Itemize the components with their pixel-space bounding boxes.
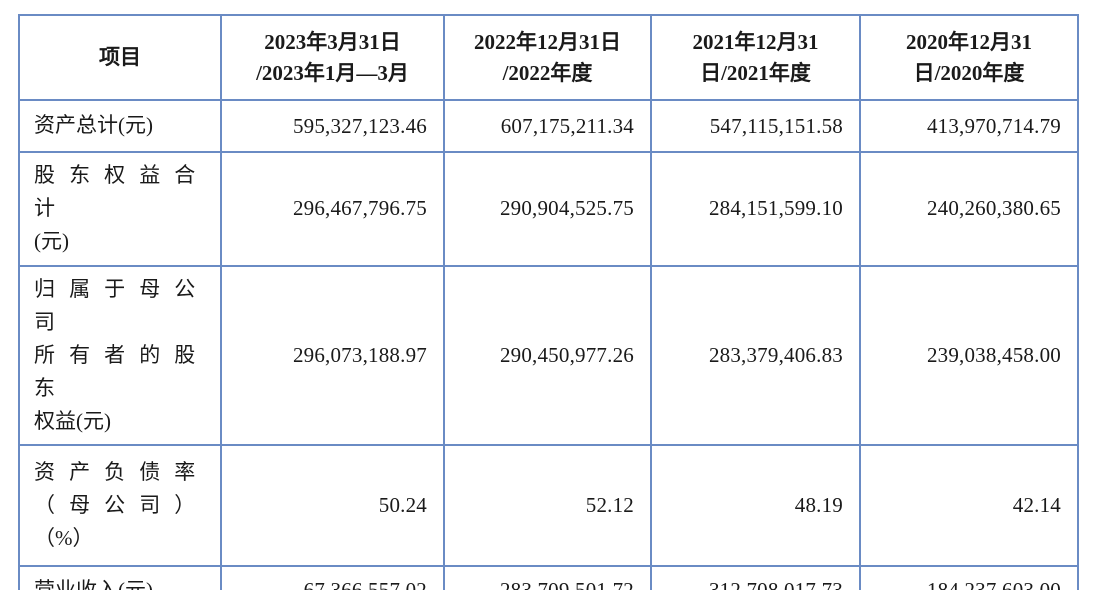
cell-value: 240,260,380.65 <box>859 151 1079 267</box>
cell-value: 50.24 <box>220 444 445 568</box>
table-row-total-equity: 股 东 权 益 合 计 (元) 296,467,796.75 290,904,5… <box>18 151 1079 267</box>
table-row-total-assets: 资产总计(元) 595,327,123.46 607,175,211.34 54… <box>18 99 1079 153</box>
cell-value: 67,366,557.02 <box>220 565 445 590</box>
header-period-2020: 2020年12月31 日/2020年度 <box>859 14 1079 101</box>
row-label-total-equity: 股 东 权 益 合 计 (元) <box>18 151 222 267</box>
cell-value: 239,038,458.00 <box>859 264 1079 447</box>
cell-value: 52.12 <box>443 444 652 568</box>
header-period-2022: 2022年12月31日 /2022年度 <box>443 14 652 101</box>
cell-value: 283,709,501.72 <box>443 565 652 590</box>
cell-value: 42.14 <box>859 444 1079 568</box>
cell-value: 595,327,123.46 <box>220 99 445 153</box>
header-period-2021: 2021年12月31 日/2021年度 <box>650 14 861 101</box>
financial-summary-table: 项目 2023年3月31日 /2023年1月—3月 2022年12月31日 /2… <box>18 14 1079 590</box>
row-label-parent-equity: 归 属 于 母 公 司 所 有 者 的 股 东 权益(元) <box>18 264 222 447</box>
cell-value: 413,970,714.79 <box>859 99 1079 153</box>
cell-value: 296,467,796.75 <box>220 151 445 267</box>
cell-value: 296,073,188.97 <box>220 264 445 447</box>
row-label-operating-revenue: 营业收入(元) <box>18 565 222 590</box>
cell-value: 284,151,599.10 <box>650 151 861 267</box>
table-header-row: 项目 2023年3月31日 /2023年1月—3月 2022年12月31日 /2… <box>18 14 1079 101</box>
cell-value: 607,175,211.34 <box>443 99 652 153</box>
cell-value: 547,115,151.58 <box>650 99 861 153</box>
row-label-debt-ratio: 资 产 负 债 率 （ 母 公 司 ） （%） <box>18 444 222 568</box>
cell-value: 48.19 <box>650 444 861 568</box>
cell-value: 290,904,525.75 <box>443 151 652 267</box>
cell-value: 283,379,406.83 <box>650 264 861 447</box>
cell-value: 312,708,017.73 <box>650 565 861 590</box>
table-row-debt-ratio: 资 产 负 债 率 （ 母 公 司 ） （%） 50.24 52.12 48.1… <box>18 444 1079 568</box>
cell-value: 290,450,977.26 <box>443 264 652 447</box>
table-row-operating-revenue: 营业收入(元) 67,366,557.02 283,709,501.72 312… <box>18 565 1079 590</box>
row-label-total-assets: 资产总计(元) <box>18 99 222 153</box>
header-period-2023q1: 2023年3月31日 /2023年1月—3月 <box>220 14 445 101</box>
header-item: 项目 <box>18 14 222 101</box>
table-row-parent-equity: 归 属 于 母 公 司 所 有 者 的 股 东 权益(元) 296,073,18… <box>18 264 1079 447</box>
cell-value: 184,237,603.00 <box>859 565 1079 590</box>
